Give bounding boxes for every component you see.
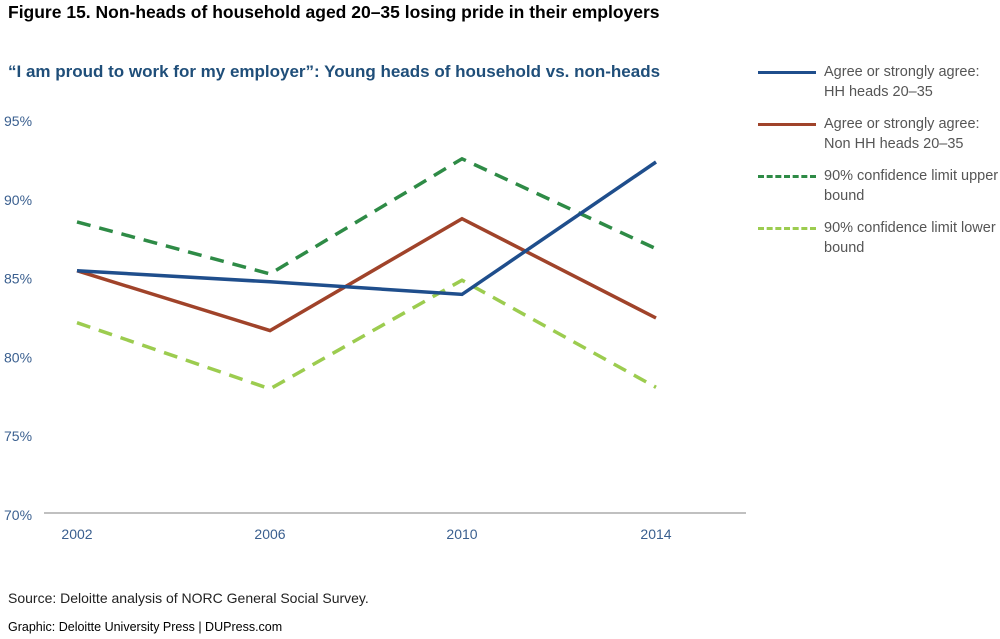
legend: Agree or strongly agree: HH heads 20–35 A… xyxy=(758,62,998,270)
series-lines xyxy=(76,156,657,391)
series-line-1 xyxy=(76,160,657,297)
x-tick-label: 2014 xyxy=(640,526,671,542)
legend-swatch xyxy=(758,175,816,178)
series-line-2 xyxy=(76,216,657,333)
y-tick-label: 70% xyxy=(4,507,32,523)
legend-swatch xyxy=(758,123,816,126)
legend-label: 90% confidence limit lower bound xyxy=(824,220,996,256)
series-line-3 xyxy=(76,156,657,276)
y-tick-label: 75% xyxy=(4,428,32,444)
x-tick-label: 2002 xyxy=(61,526,92,542)
y-axis: 70% 75% 80% 85% 90% 95% xyxy=(4,113,32,523)
legend-item: 90% confidence limit lower bound xyxy=(758,218,998,270)
legend-label: Agree or strongly agree: HH heads 20–35 xyxy=(824,64,980,100)
y-tick-label: 90% xyxy=(4,192,32,208)
source-note: Source: Deloitte analysis of NORC Genera… xyxy=(8,590,369,606)
y-tick-label: 95% xyxy=(4,113,32,129)
y-tick-label: 80% xyxy=(4,349,32,365)
x-tick-label: 2010 xyxy=(446,526,477,542)
graphic-credit: Graphic: Deloitte University Press | DUP… xyxy=(8,620,283,634)
legend-item: Agree or strongly agree: HH heads 20–35 xyxy=(758,62,998,114)
legend-label: Agree or strongly agree: Non HH heads 20… xyxy=(824,116,980,152)
legend-swatch xyxy=(758,71,816,74)
legend-item: Agree or strongly agree: Non HH heads 20… xyxy=(758,114,998,166)
chart-title: “I am proud to work for my employer”: Yo… xyxy=(8,62,661,81)
x-axis: 2002 2006 2010 2014 xyxy=(61,526,671,542)
x-tick-label: 2006 xyxy=(254,526,285,542)
legend-item: 90% confidence limit upper bound xyxy=(758,166,998,218)
legend-label: 90% confidence limit upper bound xyxy=(824,168,999,204)
y-tick-label: 85% xyxy=(4,271,32,287)
series-line-4 xyxy=(76,278,657,391)
figure-title: Figure 15. Non-heads of household aged 2… xyxy=(8,2,660,22)
legend-swatch xyxy=(758,227,816,230)
